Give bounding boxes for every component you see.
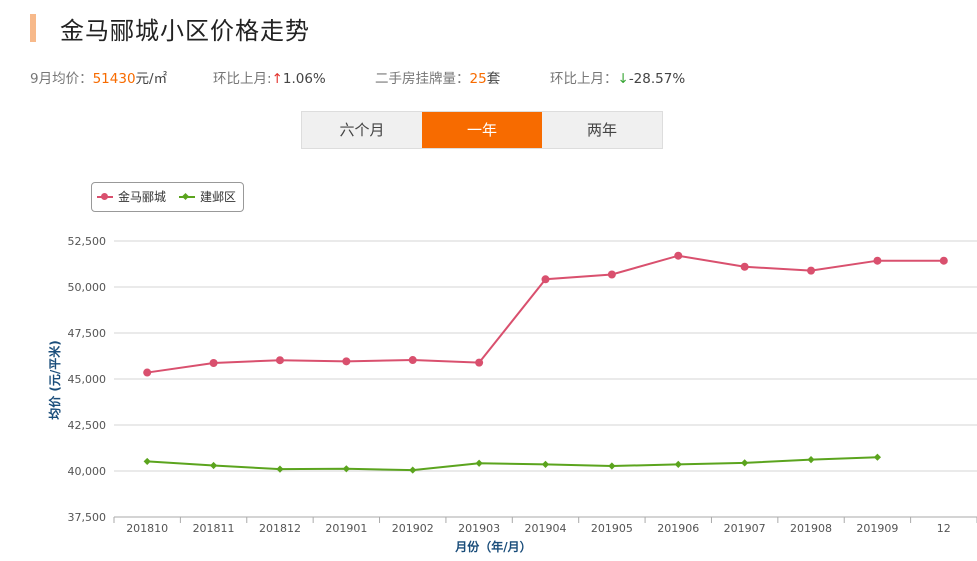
data-point-0 <box>541 275 550 284</box>
x-tick-label: 201812 <box>259 522 301 535</box>
y-tick-label: 40,000 <box>68 465 107 478</box>
data-point-0 <box>607 270 616 279</box>
data-point-1 <box>409 466 417 474</box>
listing-stat: 二手房挂牌量：25套 <box>375 67 500 87</box>
mom-listing-label: 环比上月： <box>550 71 618 87</box>
x-tick-label: 201904 <box>525 522 567 535</box>
avg-price-stat: 9月均价：51430元/㎡ <box>30 67 167 87</box>
data-point-0 <box>475 358 484 367</box>
data-point-0 <box>275 356 284 365</box>
x-axis-title: 月份（年/月） <box>454 539 531 554</box>
data-point-0 <box>674 251 683 260</box>
legend-diamond-icon <box>181 192 190 201</box>
data-point-1 <box>741 459 749 467</box>
data-point-0 <box>143 368 152 377</box>
listing-unit: 套 <box>486 71 501 87</box>
x-tick-label: 201905 <box>591 522 633 535</box>
data-point-1 <box>143 457 151 466</box>
data-point-0 <box>939 256 948 265</box>
data-point-0 <box>807 266 816 275</box>
data-point-1 <box>541 460 550 468</box>
y-tick-label: 52,500 <box>68 235 107 248</box>
tab-one-year[interactable]: 一年 <box>422 112 542 148</box>
mom-price-value: 1.06% <box>282 71 326 87</box>
x-tick-label: 201901 <box>325 522 367 535</box>
data-point-0 <box>342 357 351 366</box>
avg-price-value: 51430 <box>92 71 136 87</box>
y-tick-label: 45,000 <box>68 373 107 386</box>
legend-label-jianye: 建邺区 <box>200 190 237 204</box>
avg-price-unit: 元/㎡ <box>135 71 168 87</box>
series-line-1 <box>147 456 878 472</box>
legend-label-jinma: 金马郦城 <box>118 190 167 204</box>
x-tick-label: 201902 <box>392 522 434 535</box>
data-point-1 <box>276 465 284 473</box>
data-point-1 <box>807 455 815 464</box>
series-line-0 <box>147 254 944 374</box>
data-point-0 <box>873 256 882 265</box>
tab-six-months[interactable]: 六个月 <box>339 121 385 139</box>
data-point-0 <box>209 358 218 367</box>
y-axis-title: 均价 (元/平米) <box>47 340 62 420</box>
y-tick-label: 50,000 <box>68 281 107 294</box>
up-arrow-icon: ↑ <box>271 71 283 87</box>
data-point-0 <box>408 356 417 365</box>
x-tick-label: 201907 <box>724 522 766 535</box>
y-tick-label: 47,500 <box>68 327 107 340</box>
data-point-1 <box>873 453 882 461</box>
legend-dot-icon <box>101 193 108 200</box>
data-point-1 <box>342 465 350 473</box>
listing-value: 25 <box>469 71 487 87</box>
legend-item-jinma[interactable]: 金马郦城 <box>96 183 176 211</box>
mom-price-stat: 环比上月:↑1.06% <box>213 67 326 87</box>
data-point-1 <box>475 459 483 467</box>
legend-item-jianye[interactable]: 建邺区 <box>178 183 238 211</box>
data-point-1 <box>674 460 682 468</box>
y-tick-label: 42,500 <box>68 419 107 432</box>
data-point-1 <box>209 461 218 470</box>
down-arrow-icon: ↓ <box>617 71 629 87</box>
x-tick-label: 201811 <box>193 522 235 535</box>
mom-listing-stat: 环比上月：↓-28.57% <box>550 67 685 87</box>
mom-price-label: 环比上月: <box>213 71 272 87</box>
data-point-0 <box>740 262 749 271</box>
x-tick-label: 201909 <box>856 522 898 535</box>
mom-listing-value: -28.57% <box>628 71 686 87</box>
period-tabs: 六个月 一年 两年 <box>301 111 663 149</box>
x-tick-label: 201903 <box>458 522 500 535</box>
chart-legend: 金马郦城 建邺区 <box>91 182 244 212</box>
listing-label: 二手房挂牌量： <box>375 71 470 87</box>
y-tick-label: 37,500 <box>68 511 107 524</box>
tab-two-years[interactable]: 两年 <box>586 121 617 139</box>
avg-price-label: 9月均价： <box>30 71 93 87</box>
page-title: 金马郦城小区价格走势 <box>60 17 310 45</box>
data-point-1 <box>608 462 616 470</box>
x-tick-label: 201908 <box>790 522 832 535</box>
title-accent-bar <box>30 14 36 42</box>
x-tick-label: 201810 <box>126 522 168 535</box>
x-tick-label: 12 <box>937 522 951 535</box>
x-tick-label: 201906 <box>657 522 699 535</box>
